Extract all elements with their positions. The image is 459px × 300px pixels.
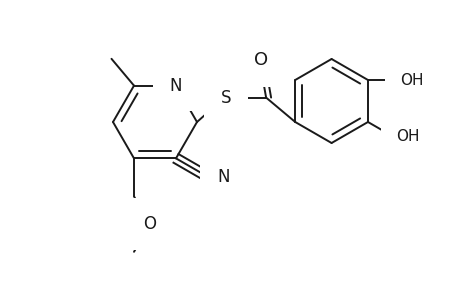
- Text: S: S: [220, 88, 231, 106]
- Text: N: N: [169, 76, 182, 94]
- Text: N: N: [217, 168, 229, 186]
- Text: O: O: [253, 51, 268, 69]
- Text: OH: OH: [399, 73, 423, 88]
- Text: O: O: [143, 215, 156, 233]
- Text: OH: OH: [395, 128, 419, 143]
